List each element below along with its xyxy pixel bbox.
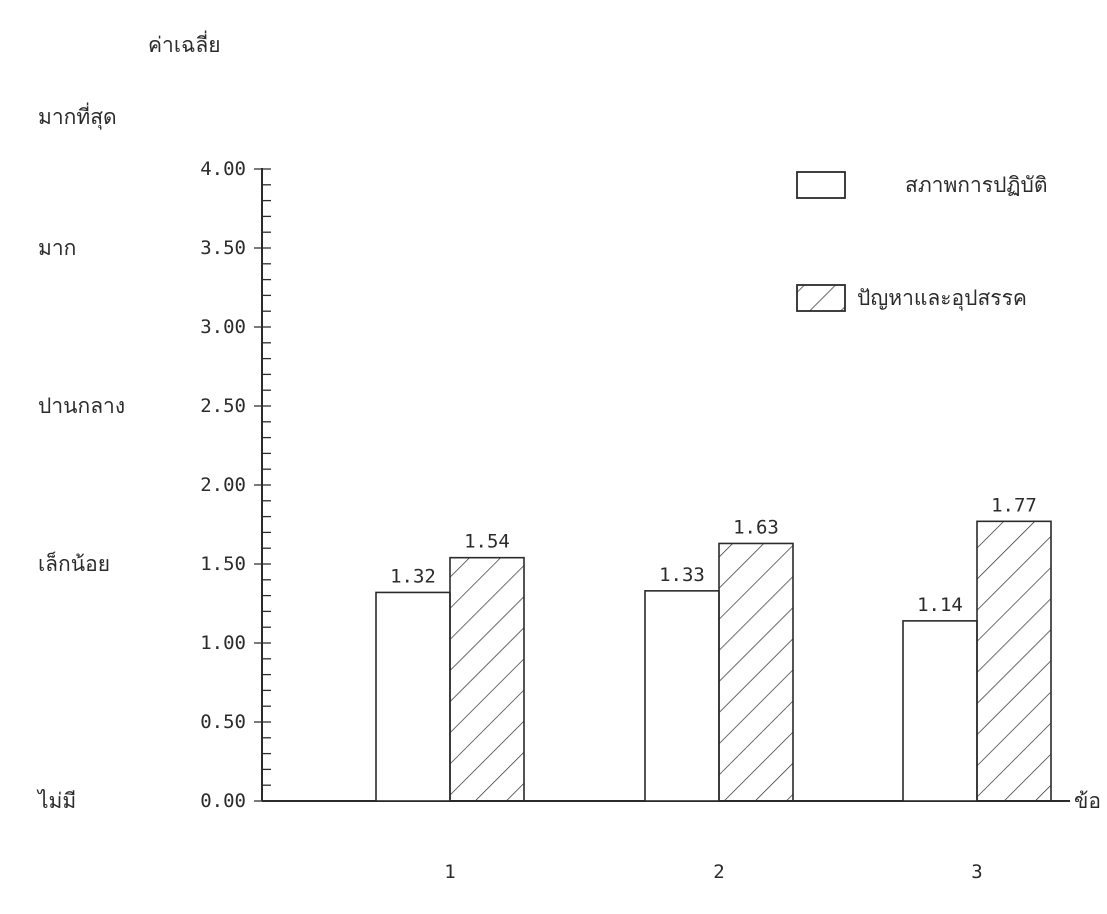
category-label: 1 bbox=[444, 861, 455, 883]
y-tick-label: 0.50 bbox=[200, 711, 246, 733]
y-tick-label: 1.00 bbox=[200, 632, 246, 654]
y-tick-label: 3.00 bbox=[200, 316, 246, 338]
bar-practice bbox=[644, 590, 720, 802]
legend: สภาพการปฏิบัติ ปัญหาและอุปสรรค bbox=[796, 171, 1047, 312]
legend-swatch-problems bbox=[796, 284, 846, 312]
y-tick-label: 1.50 bbox=[200, 553, 246, 575]
legend-swatch-practice bbox=[796, 171, 846, 199]
level-label: ไม่มี bbox=[36, 789, 76, 813]
bar-value-label: 1.32 bbox=[390, 565, 436, 587]
legend-label-practice: สภาพการปฏิบัติ bbox=[905, 173, 1047, 197]
level-labels: ไม่มี เล็กน้อย ปานกลาง มาก มากที่สุด bbox=[36, 102, 125, 813]
bar-problems bbox=[976, 520, 1052, 802]
y-tick-label: 3.50 bbox=[200, 237, 246, 259]
bar-problems bbox=[449, 556, 525, 802]
y-axis-title: ค่าเฉลี่ย bbox=[148, 30, 221, 57]
x-axis-title: ข้อ bbox=[1074, 789, 1101, 813]
bar-value-label: 1.63 bbox=[733, 516, 779, 538]
bars bbox=[375, 520, 1052, 802]
bar-value-label: 1.33 bbox=[659, 564, 705, 586]
bar-problems bbox=[718, 542, 794, 802]
y-tick-label: 0.00 bbox=[200, 790, 246, 812]
bar-value-label: 1.14 bbox=[917, 594, 963, 616]
y-tick-label: 4.00 bbox=[200, 158, 246, 180]
category-label: 2 bbox=[713, 861, 724, 883]
y-tick-label: 2.00 bbox=[200, 474, 246, 496]
category-labels: 1 2 3 bbox=[444, 861, 982, 883]
bar-practice bbox=[902, 620, 978, 802]
y-axis-ticks: 0.00 0.50 1.00 1.50 2.00 2.50 3.00 3.50 4.00 bbox=[200, 158, 271, 812]
bar-practice bbox=[375, 591, 451, 802]
level-label: เล็กน้อย bbox=[38, 550, 110, 576]
legend-label-problems: ปัญหาและอุปสรรค bbox=[857, 286, 1027, 311]
y-tick-label: 2.50 bbox=[200, 395, 246, 417]
level-label: มากที่สุด bbox=[38, 102, 117, 130]
category-label: 3 bbox=[971, 861, 982, 883]
bar-value-label: 1.54 bbox=[464, 531, 510, 553]
level-label: ปานกลาง bbox=[38, 394, 125, 418]
bar-value-label: 1.77 bbox=[991, 494, 1037, 516]
level-label: มาก bbox=[38, 236, 76, 260]
value-labels: 1.32 1.54 1.33 1.63 1.14 1.77 bbox=[390, 494, 1037, 616]
